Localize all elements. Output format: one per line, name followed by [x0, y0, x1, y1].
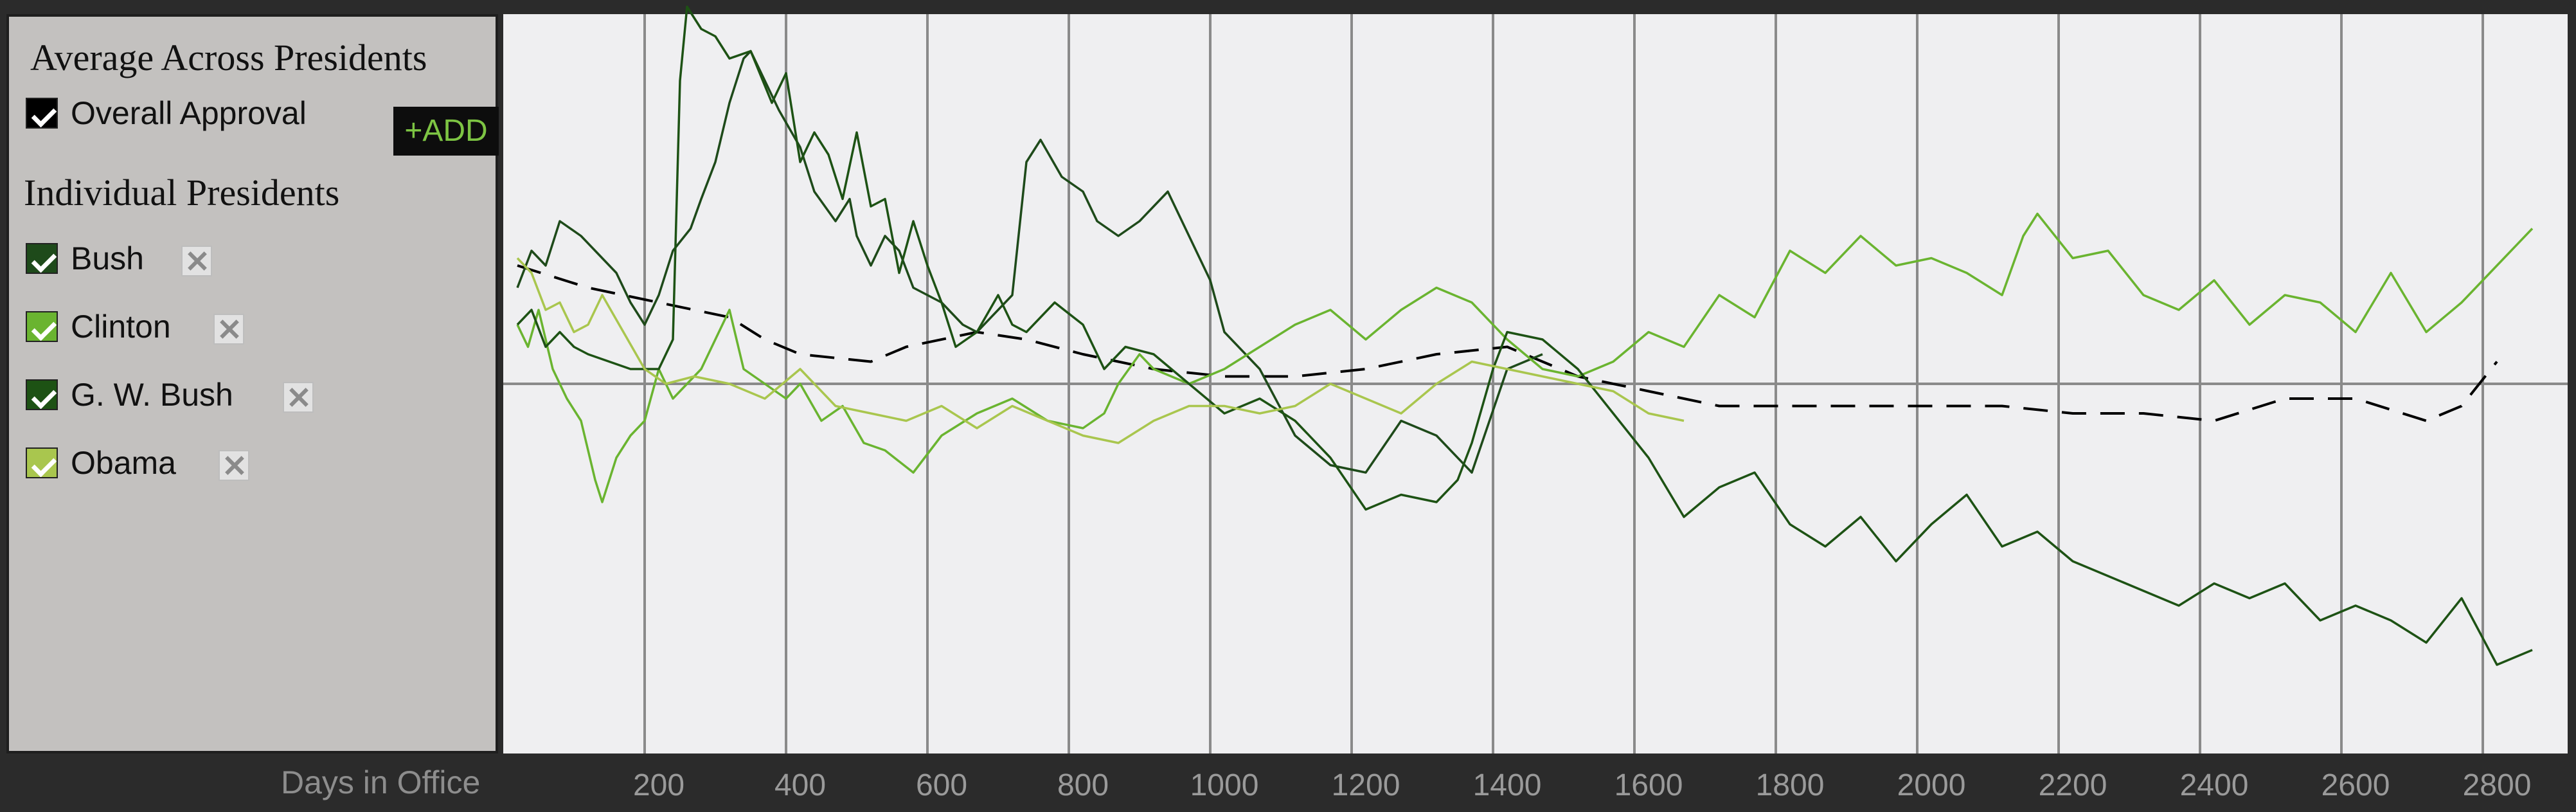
x-tick-label-200: 200 — [633, 768, 684, 802]
x-tick-label-800: 800 — [1057, 768, 1109, 802]
add-button[interactable]: +ADD — [393, 107, 499, 156]
x-tick-label-400: 400 — [774, 768, 826, 802]
individual-heading: Individual Presidents — [24, 172, 340, 213]
x-axis-ticks: 200 400 600 800 1000 1200 1400 1600 1800 2000 2200… — [633, 768, 2531, 802]
grid — [503, 14, 2568, 753]
series-lines — [516, 5, 2534, 666]
legend-label-clinton: Clinton — [71, 309, 171, 345]
x-tick-label-2000: 2000 — [1897, 768, 1966, 802]
legend-panel: Average Across Presidents Overall Approv… — [6, 14, 499, 753]
x-tick-label-1000: 1000 — [1190, 768, 1259, 802]
x-tick-label-2200: 2200 — [2039, 768, 2107, 802]
checkbox-gw-bush[interactable] — [26, 379, 58, 410]
series-line-clinton — [516, 212, 2534, 503]
series-line-overall-approval — [517, 264, 2498, 422]
remove-bush-icon[interactable] — [181, 246, 212, 276]
x-tick-label-2400: 2400 — [2180, 768, 2249, 802]
checkbox-bush[interactable] — [26, 243, 58, 274]
series-line-obama — [516, 257, 1685, 444]
legend-label-obama: Obama — [71, 445, 176, 481]
series-line-g-w-bush — [516, 5, 2533, 666]
series-line-bush — [516, 50, 1543, 474]
remove-obama-icon[interactable] — [219, 450, 249, 481]
checkbox-overall-approval[interactable] — [26, 98, 58, 129]
x-tick-label-1200: 1200 — [1332, 768, 1400, 802]
x-tick-label-1800: 1800 — [1756, 768, 1825, 802]
remove-gw-bush-icon[interactable] — [283, 382, 314, 413]
average-heading: Average Across Presidents — [30, 37, 427, 78]
x-tick-label-2800: 2800 — [2463, 768, 2532, 802]
x-tick-label-1400: 1400 — [1473, 768, 1542, 802]
checkbox-obama[interactable] — [26, 447, 58, 478]
x-tick-label-2600: 2600 — [2321, 768, 2390, 802]
legend-label-bush: Bush — [71, 240, 144, 276]
legend-label-gw-bush: G. W. Bush — [71, 377, 233, 413]
x-tick-label-1600: 1600 — [1614, 768, 1683, 802]
remove-clinton-icon[interactable] — [213, 314, 244, 345]
legend-label-overall: Overall Approval — [71, 95, 307, 131]
x-axis-label: Days in Office — [281, 764, 481, 800]
x-tick-label-600: 600 — [916, 768, 967, 802]
checkbox-clinton[interactable] — [26, 311, 58, 342]
